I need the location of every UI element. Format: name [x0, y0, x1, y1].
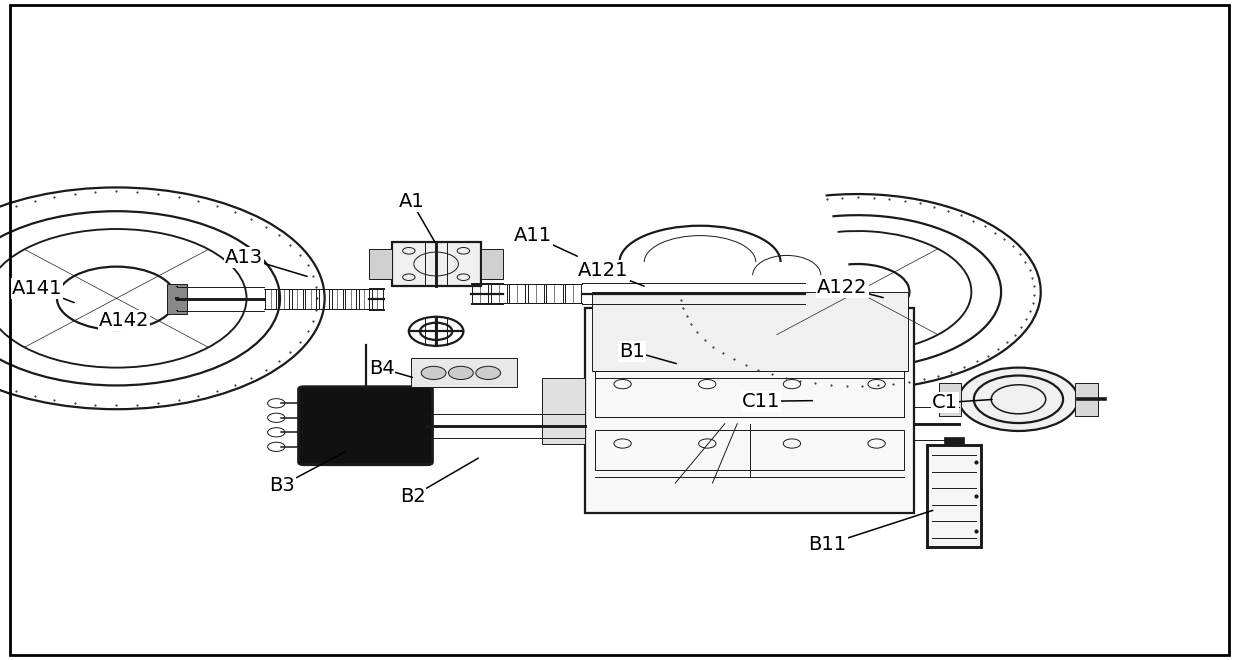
Bar — [481, 249, 503, 279]
Bar — [927, 446, 981, 548]
Bar — [543, 378, 585, 444]
Bar — [546, 284, 563, 303]
Text: A1: A1 — [399, 192, 435, 242]
Text: B11: B11 — [809, 510, 933, 554]
Text: B1: B1 — [620, 342, 676, 364]
Bar — [528, 284, 544, 303]
Bar — [369, 249, 392, 279]
Text: A121: A121 — [579, 261, 644, 286]
Bar — [411, 358, 517, 387]
Text: A13: A13 — [225, 248, 307, 277]
Circle shape — [959, 368, 1078, 431]
Bar — [585, 308, 914, 513]
Bar — [591, 292, 907, 371]
Text: B4: B4 — [369, 359, 413, 378]
Text: A11: A11 — [514, 226, 577, 256]
Bar — [372, 289, 383, 309]
Text: A142: A142 — [99, 311, 149, 329]
Bar — [595, 430, 903, 470]
Circle shape — [991, 385, 1046, 414]
Circle shape — [974, 376, 1063, 423]
Bar — [1075, 383, 1098, 416]
Bar — [358, 289, 369, 309]
Circle shape — [476, 366, 501, 379]
Text: C1: C1 — [933, 393, 992, 412]
Bar — [472, 284, 488, 303]
Text: A141: A141 — [12, 279, 74, 302]
Text: B3: B3 — [270, 452, 344, 494]
Bar — [265, 289, 276, 309]
Bar — [509, 284, 525, 303]
Bar — [167, 284, 187, 313]
Circle shape — [421, 366, 446, 379]
Bar — [318, 289, 330, 309]
Bar — [305, 289, 316, 309]
Bar — [332, 289, 343, 309]
Text: B2: B2 — [400, 458, 478, 506]
FancyBboxPatch shape — [299, 387, 432, 465]
Bar — [279, 289, 290, 309]
Text: A122: A122 — [818, 278, 883, 298]
Bar — [944, 437, 964, 445]
Bar — [292, 289, 302, 309]
Bar — [595, 371, 903, 417]
Bar — [565, 284, 581, 303]
Bar — [939, 383, 961, 416]
Bar — [392, 242, 481, 286]
Text: C11: C11 — [742, 392, 813, 411]
Circle shape — [449, 366, 473, 379]
Bar — [346, 289, 356, 309]
Bar — [491, 284, 507, 303]
